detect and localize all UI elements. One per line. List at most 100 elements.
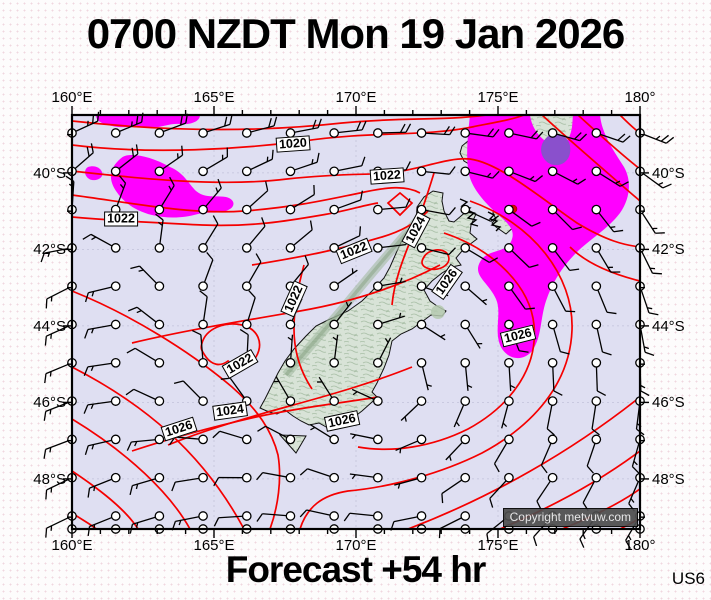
lat-label-right: 46°S: [652, 394, 685, 412]
wind-barb: [349, 472, 383, 483]
wind-barb: [329, 190, 363, 215]
wind-barb: [504, 166, 544, 183]
isobar: [167, 366, 413, 446]
wind-barb: [273, 376, 296, 406]
lon-label-bottom: 165°E: [193, 537, 235, 554]
isobar: [569, 246, 640, 282]
wind-barb: [350, 433, 383, 445]
wind-barb: [547, 166, 587, 185]
wind-barb: [547, 128, 588, 142]
wind-barb: [416, 243, 456, 256]
lon-label-top: 165°E: [193, 89, 235, 106]
wind-barb: [460, 128, 500, 138]
wind-barb: [501, 396, 514, 429]
isobar-value-label: 1022: [104, 211, 138, 227]
wind-barb: [309, 423, 340, 445]
wind-barb: [198, 147, 229, 177]
wind-barb: [540, 434, 558, 474]
lon-label-bottom: 180°: [624, 537, 656, 554]
wind-barb: [125, 388, 165, 406]
wind-barb: [126, 347, 165, 368]
wind-barb: [256, 471, 296, 483]
wind-barbs-layer: [40, 111, 675, 549]
lat-label-right: 48°S: [652, 470, 685, 488]
forecast-caption: Forecast +54 hr: [225, 549, 487, 590]
wind-barb: [372, 277, 406, 292]
wind-barb: [285, 334, 296, 368]
wind-barb: [635, 128, 675, 144]
lon-label-top: 160°E: [51, 89, 93, 106]
lon-label-bottom: 160°E: [51, 537, 93, 554]
chart-valid-time-title: 0700 NZDT Mon 19 Jan 2026: [86, 10, 626, 57]
heavy-rain-area: [541, 134, 571, 166]
wind-barb: [129, 472, 165, 496]
wind-barb: [390, 511, 427, 531]
lat-label-left: 46°S: [33, 394, 66, 412]
wind-barb: [493, 434, 514, 473]
wind-barb: [212, 430, 252, 445]
marlborough-sounds-coast: [459, 198, 479, 227]
wind-barb: [198, 215, 219, 253]
wind-barb: [198, 290, 208, 330]
wind-barb: [591, 281, 617, 315]
isobar: [72, 418, 191, 529]
wind-barb: [83, 396, 121, 414]
wind-barb: [285, 152, 320, 177]
wind-barb: [130, 265, 165, 292]
wind-barb: [256, 511, 296, 522]
isobar: [72, 157, 640, 248]
copyright-badge: Copyright metvuw.com: [502, 508, 638, 527]
wind-barb: [547, 319, 570, 355]
wind-barb: [591, 128, 631, 143]
wind-barb: [241, 290, 256, 330]
wind-barb: [547, 357, 563, 396]
wind-barb: [285, 184, 315, 215]
wind-barb: [173, 380, 208, 406]
wind-barb: [241, 181, 269, 215]
isobar: [407, 396, 640, 529]
isobar: [72, 115, 525, 152]
wind-barb: [591, 166, 629, 187]
wind-barb: [453, 396, 471, 428]
wind-barb: [460, 319, 483, 349]
wind-barb: [591, 204, 624, 233]
wind-barb: [591, 243, 621, 273]
wind-barb: [460, 243, 499, 263]
wind-barb: [198, 252, 214, 292]
wind-barb: [299, 468, 340, 483]
wind-barb: [441, 472, 471, 504]
wind-barb: [241, 217, 266, 253]
wind-barb: [171, 472, 208, 492]
wind-barb: [460, 204, 499, 222]
banks-peninsula-shading: [431, 305, 445, 319]
wind-barb: [84, 434, 121, 455]
wind-barb: [504, 281, 535, 310]
wind-barb: [438, 511, 471, 539]
wind-barb: [192, 330, 208, 368]
wind-barb: [445, 434, 471, 461]
lat-label-left: 42°S: [33, 241, 66, 259]
wind-barb: [372, 198, 411, 215]
wind-barb: [84, 319, 121, 339]
wind-barb: [213, 511, 252, 527]
wind-barb: [372, 123, 412, 138]
wellington-harbour-coast: [487, 211, 502, 232]
wind-barb: [154, 213, 165, 253]
wind-barb: [460, 166, 500, 179]
lon-label-bottom: 170°E: [335, 537, 377, 554]
wind-barb: [400, 396, 427, 422]
lon-label-top: 175°E: [477, 89, 519, 106]
model-tag: US6: [671, 569, 705, 588]
wind-barb: [416, 126, 456, 138]
wind-barb: [154, 113, 189, 138]
lat-label-left: 48°S: [33, 470, 66, 488]
wind-barb: [83, 357, 121, 376]
wind-barb: [329, 301, 353, 330]
wind-barb: [416, 357, 432, 391]
lat-label-left: 40°S: [33, 164, 66, 182]
wind-barb: [317, 376, 340, 406]
isobar: [541, 115, 640, 202]
wind-barb: [586, 434, 602, 474]
isobar: [577, 115, 640, 170]
